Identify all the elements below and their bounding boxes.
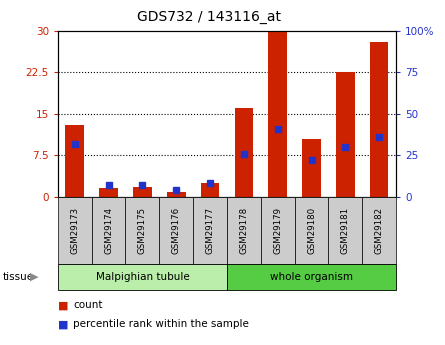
Text: ■: ■ bbox=[58, 300, 69, 310]
Text: whole organism: whole organism bbox=[270, 272, 353, 282]
Bar bbox=[201, 183, 219, 197]
Text: GSM29176: GSM29176 bbox=[172, 207, 181, 254]
Text: Malpighian tubule: Malpighian tubule bbox=[96, 272, 189, 282]
Bar bbox=[302, 139, 321, 197]
Text: GSM29173: GSM29173 bbox=[70, 207, 79, 254]
Text: percentile rank within the sample: percentile rank within the sample bbox=[73, 319, 249, 329]
Bar bbox=[370, 42, 388, 197]
Text: tissue: tissue bbox=[2, 272, 33, 282]
Text: GSM29174: GSM29174 bbox=[104, 207, 113, 254]
Text: GDS732 / 143116_at: GDS732 / 143116_at bbox=[137, 10, 281, 24]
Bar bbox=[167, 192, 186, 197]
Text: GSM29179: GSM29179 bbox=[273, 207, 282, 254]
Bar bbox=[133, 187, 152, 197]
Text: GSM29181: GSM29181 bbox=[341, 207, 350, 254]
Text: GSM29177: GSM29177 bbox=[206, 207, 214, 254]
Text: GSM29175: GSM29175 bbox=[138, 207, 147, 254]
Bar bbox=[268, 32, 287, 197]
Text: GSM29178: GSM29178 bbox=[239, 207, 248, 254]
Bar bbox=[235, 108, 253, 197]
Text: GSM29180: GSM29180 bbox=[307, 207, 316, 254]
Bar bbox=[336, 72, 355, 197]
Bar bbox=[99, 188, 118, 197]
Text: GSM29182: GSM29182 bbox=[375, 207, 384, 254]
Text: count: count bbox=[73, 300, 103, 310]
Bar bbox=[65, 125, 84, 197]
Text: ▶: ▶ bbox=[30, 272, 38, 282]
Text: ■: ■ bbox=[58, 319, 69, 329]
